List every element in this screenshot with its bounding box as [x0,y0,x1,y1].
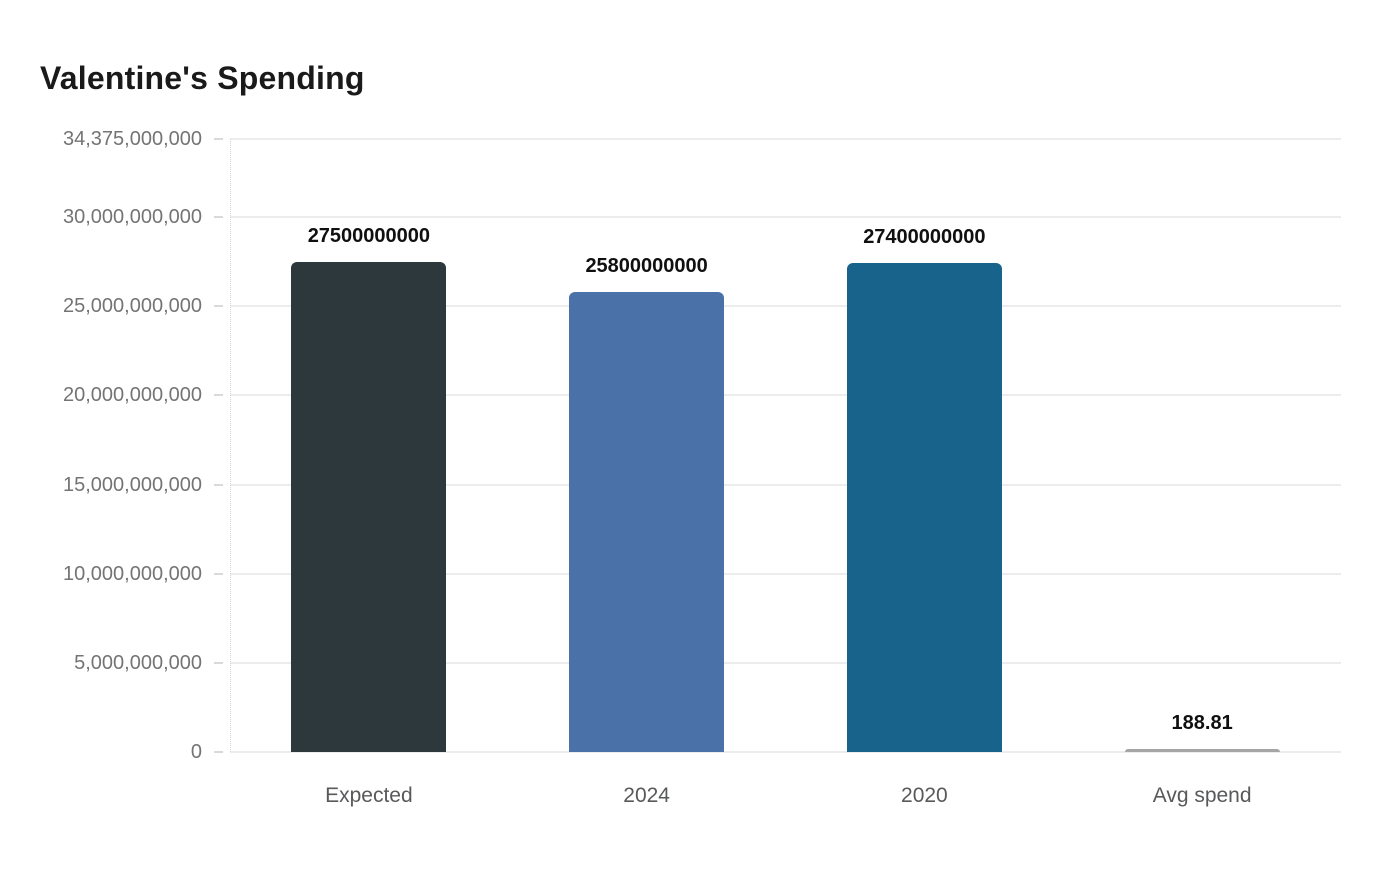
bar-2024[interactable] [569,291,725,752]
y-axis-tick-label: 5,000,000,000 [74,651,202,674]
y-axis-tick [214,394,223,397]
gridline [230,572,1341,575]
bar-value-label-2020: 27400000000 [863,226,986,249]
y-axis-tick [214,483,223,486]
y-axis-tick-label: 25,000,000,000 [62,295,202,318]
gridline [230,483,1341,486]
y-axis-tick [214,572,223,575]
y-axis-tick-label: 0 [190,741,202,763]
bar-expected[interactable] [291,261,447,752]
gridline [230,305,1341,308]
y-axis-tick [214,216,223,219]
gridline [230,661,1341,664]
bar-value-label-2024: 25800000000 [585,254,708,277]
y-axis-line [230,139,231,752]
y-axis-tick [214,661,223,664]
y-axis-tick-label: 30,000,000,000 [62,206,202,229]
y-axis-tick [214,305,223,308]
gridline [230,751,1341,753]
y-axis-tick [214,751,223,753]
y-axis-tick [214,138,223,140]
bar-value-label-expected: 27500000000 [307,224,431,247]
y-axis-tick-label: 10,000,000,000 [62,562,202,585]
x-axis-label-2024: 2024 [623,784,670,807]
y-axis-tick-label: 34,375,000,000 [62,128,202,150]
y-axis-tick-label: 15,000,000,000 [62,473,202,496]
chart-title: Valentine's Spending [40,60,365,96]
bar-2020[interactable] [846,263,1002,752]
gridline [230,394,1341,397]
gridline [230,216,1341,219]
bar-value-label-avg-spend: 188.81 [1171,712,1233,734]
x-axis-label-expected: Expected [325,784,413,807]
bar-avg-spend[interactable] [1124,749,1280,752]
x-axis-label-2020: 2020 [901,784,948,807]
y-axis-tick-label: 20,000,000,000 [62,384,202,407]
gridline [230,138,1341,140]
x-axis-label-avg-spend: Avg spend [1152,784,1252,807]
